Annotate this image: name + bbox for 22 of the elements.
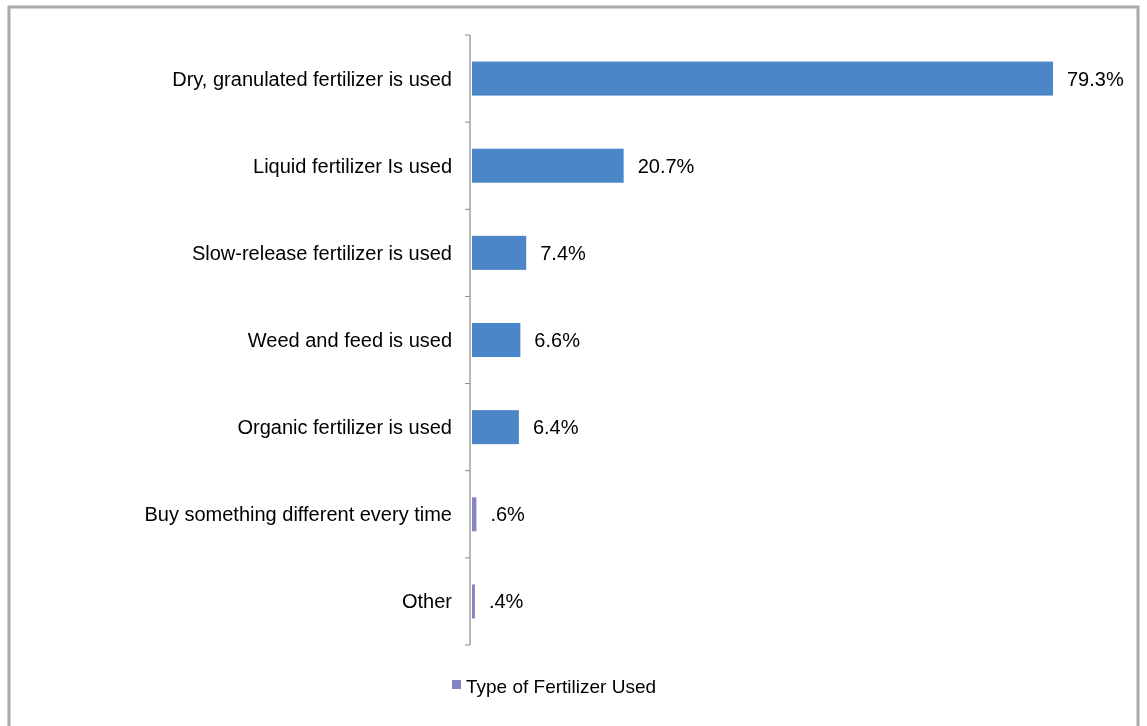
y-tick-label: Other (401, 590, 453, 613)
bar (472, 61, 1053, 96)
data-label: 6.4% (532, 416, 579, 439)
y-tick-label: Slow-release fertilizer is used (191, 241, 452, 264)
y-tick-label: Liquid fertilizer Is used (253, 154, 452, 177)
y-tick-label: Organic fertilizer is used (237, 416, 452, 439)
data-label: 79.3% (1067, 67, 1124, 90)
y-tick-label: Weed and feed is used (247, 329, 452, 351)
data-label: .6% (490, 503, 526, 526)
bar (472, 584, 475, 619)
y-tick-label: Buy something different every time (144, 503, 452, 526)
data-label: .4% (488, 590, 524, 613)
bar (472, 410, 519, 445)
bar (472, 148, 624, 183)
y-tick-label: Dry, granulated fertilizer is used (172, 67, 452, 90)
data-label: 6.6% (534, 329, 581, 351)
bar (472, 323, 521, 357)
data-label: 20.7% (637, 154, 695, 177)
bar (472, 497, 477, 532)
bar (472, 235, 527, 270)
data-label: 7.4% (540, 241, 587, 264)
legend-label: Type of Fertilizer Used (466, 676, 657, 697)
